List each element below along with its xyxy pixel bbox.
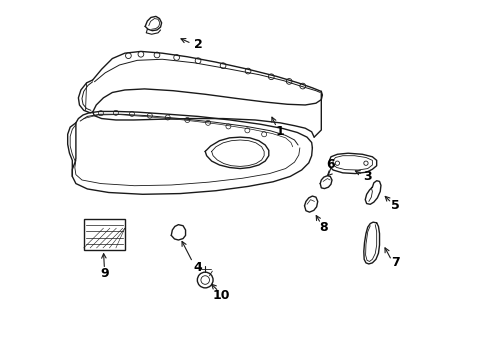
Text: 9: 9 bbox=[101, 267, 109, 280]
Text: 4: 4 bbox=[193, 261, 202, 274]
Text: 5: 5 bbox=[390, 199, 399, 212]
Text: 2: 2 bbox=[193, 39, 202, 51]
Text: 8: 8 bbox=[319, 221, 327, 234]
Text: 3: 3 bbox=[363, 170, 371, 183]
Text: 7: 7 bbox=[390, 256, 399, 269]
Bar bbox=[83, 219, 124, 249]
Text: 1: 1 bbox=[275, 125, 284, 138]
Text: 10: 10 bbox=[212, 288, 229, 302]
Text: 6: 6 bbox=[326, 158, 335, 171]
